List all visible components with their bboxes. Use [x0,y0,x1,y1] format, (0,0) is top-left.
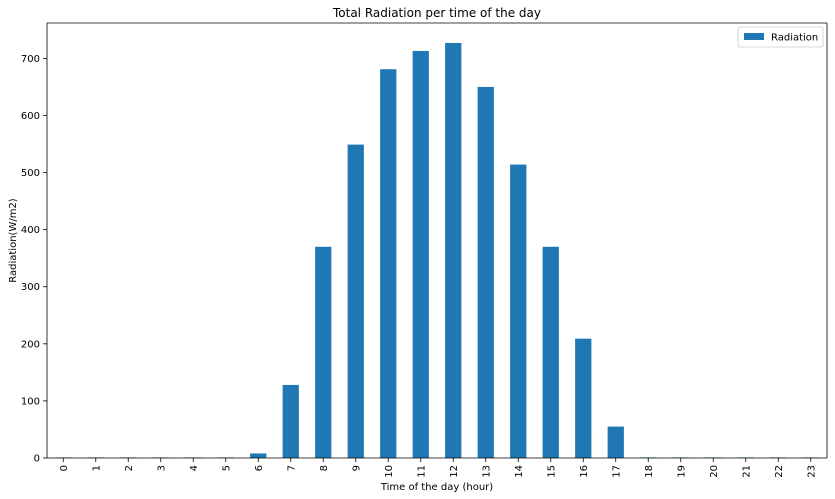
x-tick-label: 18 [644,465,655,478]
bar-16 [575,338,592,458]
bar-6 [250,453,267,458]
bar-8 [315,246,332,458]
x-tick-label: 8 [319,465,330,471]
y-tick-label: 700 [21,54,40,65]
x-tick-label: 9 [351,465,362,471]
x-tick-label: 17 [611,465,622,478]
axes-group [46,22,828,459]
x-tick-label: 6 [254,465,265,471]
x-tick-label: 16 [579,465,590,478]
x-tick-label: 15 [546,465,557,478]
bar-10 [380,69,397,458]
x-tick-label: 23 [806,465,817,478]
x-axis-ticks: 0 1 2 3 4 5 6 7 8 9 10 11 12 13 14 15 16 17 18 19 20 21 22 23 [59,458,817,478]
x-tick-label: 14 [514,465,525,478]
x-tick-label: 1 [91,465,102,471]
bar-7 [282,384,299,458]
x-tick-label: 4 [189,465,200,471]
x-tick-label: 20 [709,465,720,478]
y-tick-label: 500 [21,168,40,179]
x-tick-label: 3 [156,465,167,471]
bar-15 [542,246,559,458]
y-tick-label: 300 [21,282,40,293]
bar-11 [412,50,429,458]
x-tick-label: 12 [449,465,460,478]
y-axis-title: Radiation(W/m2) [8,198,19,283]
x-tick-label: 7 [286,465,297,471]
bar-14 [510,164,527,458]
y-tick-label: 400 [21,225,40,236]
chart-title: Total Radiation per time of the day [332,6,541,20]
x-tick-label: 5 [221,465,232,471]
x-tick-label: 13 [481,465,492,478]
bar-13 [477,86,494,458]
y-tick-label: 100 [21,396,40,407]
y-axis-ticks: 0 100 200 300 400 500 600 700 [21,54,47,465]
x-tick-label: 22 [774,465,785,478]
x-tick-label: 19 [676,465,687,478]
y-tick-label: 600 [21,111,40,122]
legend-swatch [744,33,764,40]
legend-label: Radiation [771,33,818,44]
x-axis-title: Time of the day (hour) [380,482,493,493]
x-tick-label: 2 [124,465,135,471]
x-tick-label: 21 [741,465,752,478]
y-tick-label: 200 [21,339,40,350]
bar-17 [607,426,624,458]
x-tick-label: 10 [384,465,395,478]
bars-group [55,42,819,458]
bar-9 [347,144,364,458]
bar-12 [445,42,462,458]
legend: Radiation [737,26,824,48]
x-tick-label: 0 [59,465,70,471]
legend-box [737,26,824,48]
x-tick-label: 11 [416,465,427,478]
y-tick-label: 0 [34,454,40,465]
